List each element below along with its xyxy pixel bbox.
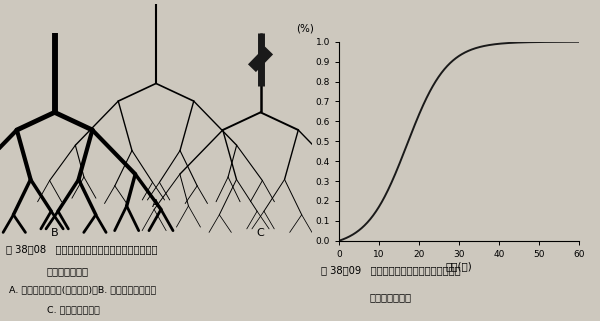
Text: 种基本类型病变: 种基本类型病变 — [47, 266, 89, 276]
Text: 图 38－09   大型室间隔缺损患者年龄与肺血管: 图 38－09 大型室间隔缺损患者年龄与肺血管 — [321, 265, 461, 275]
Text: C: C — [257, 228, 265, 238]
Text: 病变发生率关系: 病变发生率关系 — [369, 292, 411, 302]
X-axis label: 年龄(岁): 年龄(岁) — [446, 262, 472, 272]
Text: A: A — [152, 199, 160, 209]
Text: C. 高阻力－低储备: C. 高阻力－低储备 — [47, 305, 100, 314]
Text: 图 38－08   大血管有交通情况下，肺血管系统的两: 图 38－08 大血管有交通情况下，肺血管系统的两 — [6, 244, 158, 254]
Text: (%): (%) — [296, 24, 314, 34]
Text: B: B — [51, 228, 58, 238]
Text: A. 低阻力－高储备(无病变时)；B. 高阻力－高储备；: A. 低阻力－高储备(无病变时)；B. 高阻力－高储备； — [10, 286, 157, 295]
